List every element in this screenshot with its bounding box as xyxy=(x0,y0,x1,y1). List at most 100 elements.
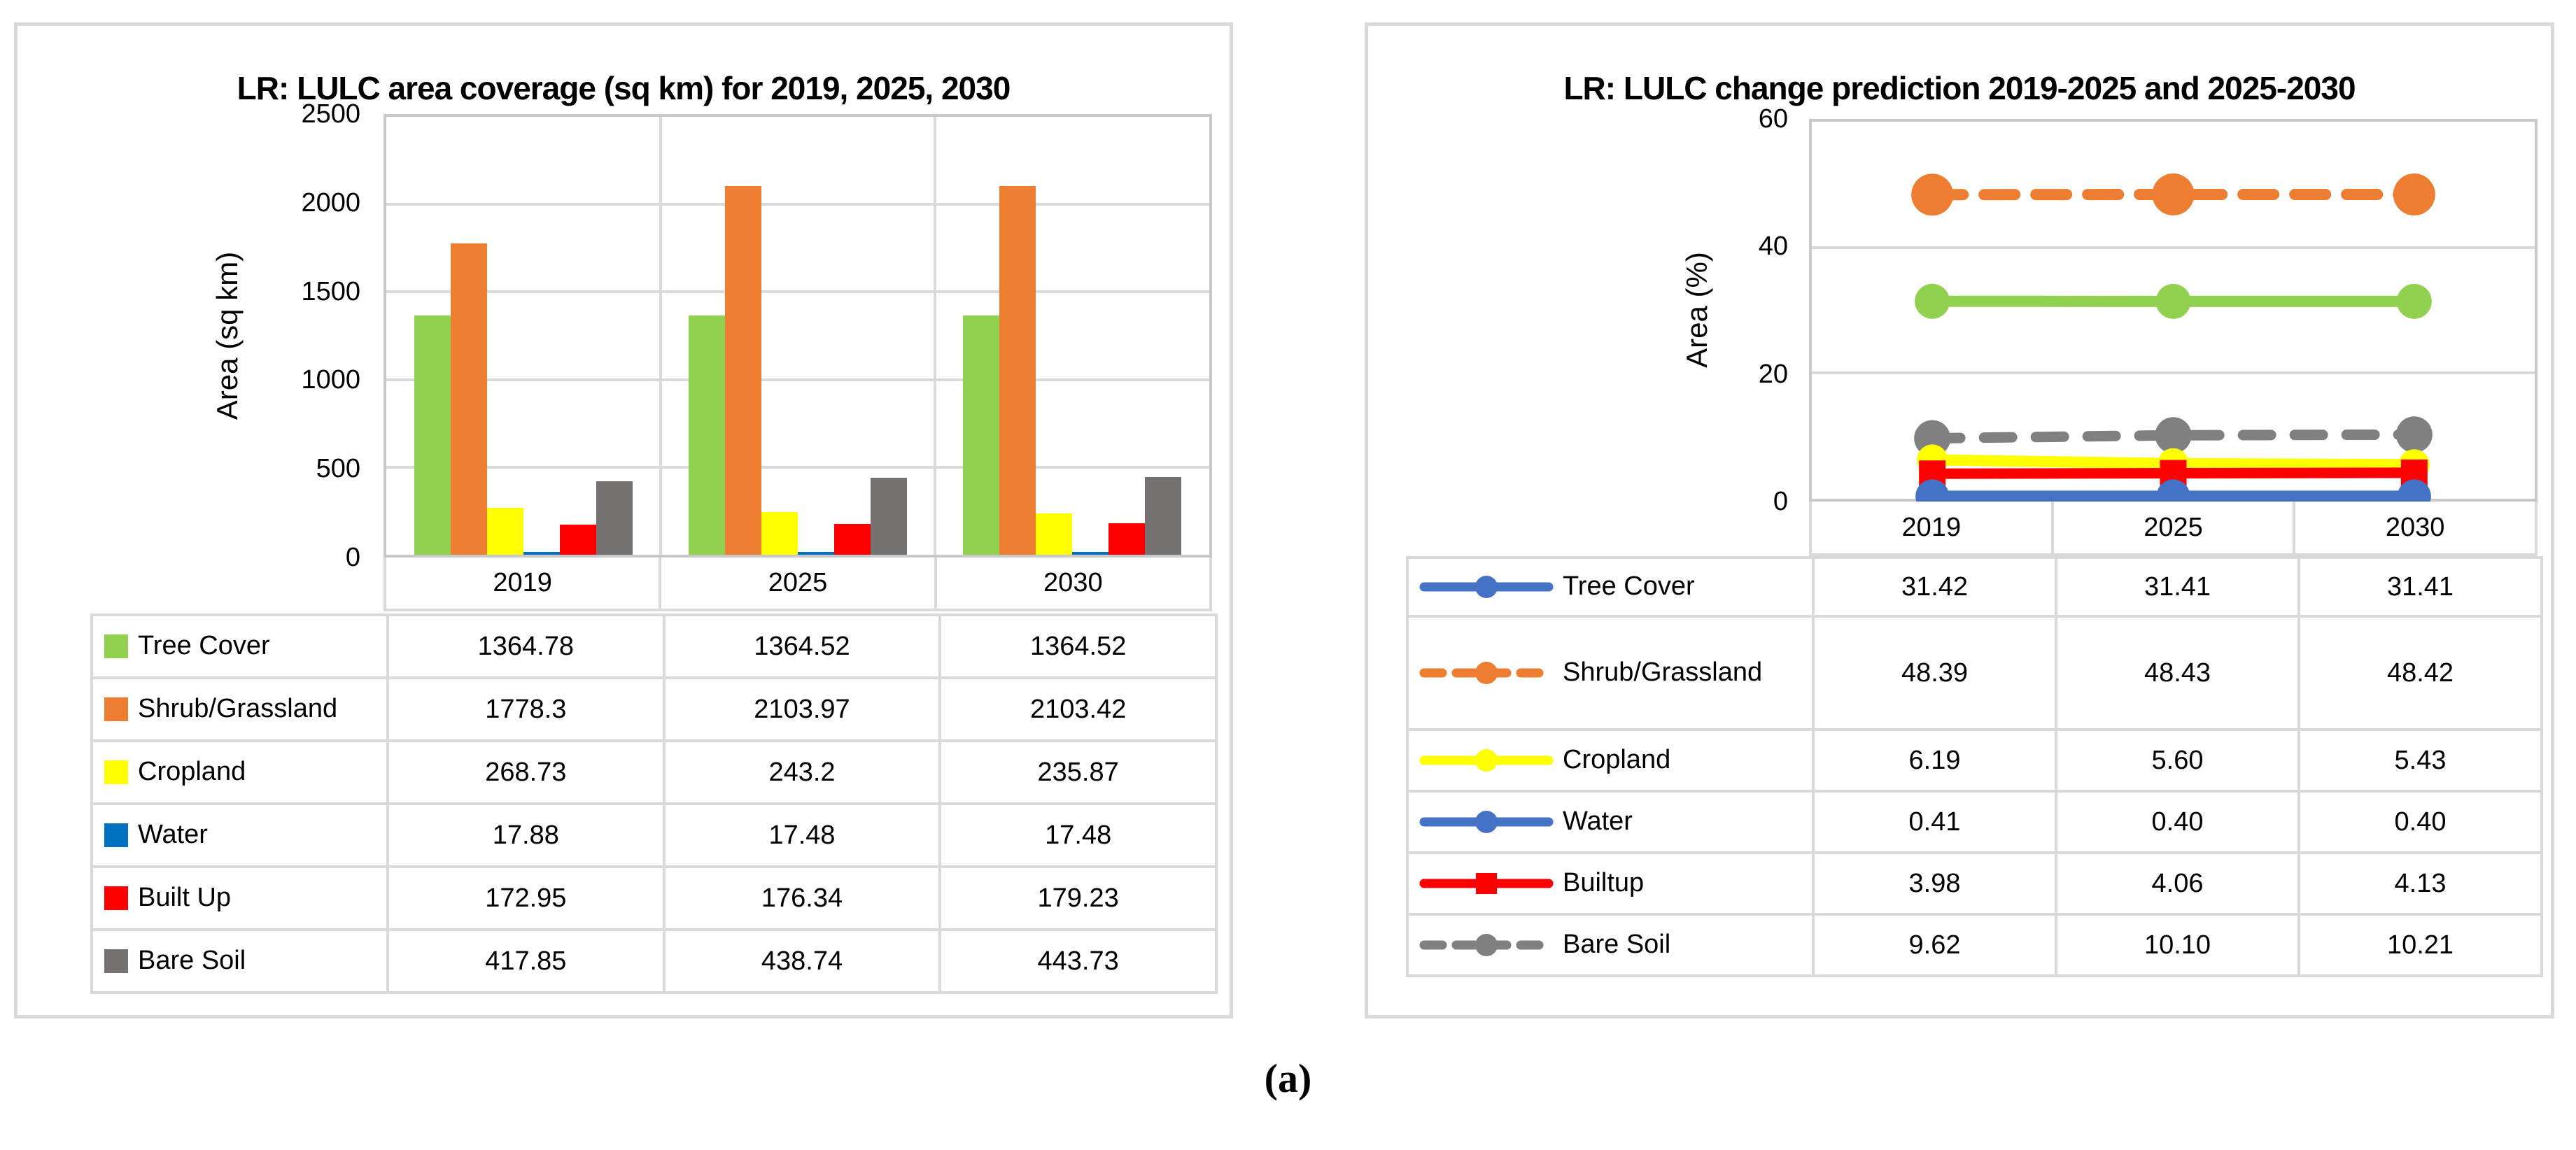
legend-label: Bare Soil xyxy=(138,946,246,976)
y-tick-label: 0 xyxy=(1773,487,1788,516)
legend-label: Cropland xyxy=(1563,745,1671,775)
legend-cell: Water xyxy=(1409,793,1812,851)
legend-key-icon xyxy=(1419,934,1554,956)
value-cell: 235.87 xyxy=(941,742,1215,802)
legend-label: Tree Cover xyxy=(138,631,270,661)
y-tick-label: 2000 xyxy=(301,187,360,218)
x-axis-label: 2019 xyxy=(1812,502,2051,553)
legend-label: Tree Cover xyxy=(1563,572,1695,602)
legend-key-marker xyxy=(1475,811,1498,833)
value-cell: 10.10 xyxy=(2057,916,2297,974)
data-point-marker xyxy=(2155,283,2191,319)
value-cell: 1778.3 xyxy=(389,679,663,739)
bar-chart-bars xyxy=(386,117,1209,555)
legend-swatch xyxy=(104,949,128,973)
value-cell: 48.43 xyxy=(2057,618,2297,728)
bar-chart-panel: LR: LULC area coverage (sq km) for 2019,… xyxy=(14,22,1233,1018)
value-cell: 17.48 xyxy=(665,805,939,865)
gridline-horizontal xyxy=(1812,246,2535,249)
legend-key-marker xyxy=(1475,662,1498,684)
legend-cell: Tree Cover xyxy=(93,616,386,676)
bar-chart-data-table: Tree Cover 1364.78 1364.52 1364.52 Shrub/Gra… xyxy=(90,613,1218,994)
value-cell: 443.73 xyxy=(941,931,1215,991)
value-cell: 417.85 xyxy=(389,931,663,991)
bar-built-up xyxy=(560,524,596,555)
legend-swatch xyxy=(104,823,128,847)
bar-cropland xyxy=(487,507,523,555)
value-cell: 0.40 xyxy=(2057,793,2297,851)
legend-key-marker xyxy=(1475,934,1498,956)
legend-cell: Bare Soil xyxy=(1409,916,1812,974)
value-cell: 17.88 xyxy=(389,805,663,865)
value-cell: 172.95 xyxy=(389,868,663,928)
value-cell: 10.21 xyxy=(2300,916,2540,974)
data-point-marker xyxy=(2393,173,2435,216)
legend-cell: Bare Soil xyxy=(93,931,386,991)
line-chart-title: LR: LULC change prediction 2019-2025 and… xyxy=(1563,70,2356,107)
legend-swatch xyxy=(104,634,128,658)
value-cell: 0.40 xyxy=(2300,793,2540,851)
line-chart-plot-area xyxy=(1809,119,2538,513)
value-cell: 268.73 xyxy=(389,742,663,802)
y-tick-label: 0 xyxy=(345,543,360,572)
data-point-marker xyxy=(2155,417,2192,454)
legend-label: Builtup xyxy=(1563,868,1645,898)
value-cell: 5.60 xyxy=(2057,731,2297,790)
gridline-horizontal xyxy=(386,465,1209,469)
series-line-bare-soil xyxy=(1927,429,2420,444)
bar-cropland xyxy=(1036,513,1072,555)
data-point-marker xyxy=(2395,416,2433,453)
data-point-marker xyxy=(1914,420,1951,457)
value-cell: 17.48 xyxy=(941,805,1215,865)
legend-key-icon xyxy=(1419,662,1554,684)
value-cell: 243.2 xyxy=(665,742,939,802)
legend-cell: Water xyxy=(93,805,386,865)
value-cell: 0.41 xyxy=(1815,793,2055,851)
line-chart-x-axis: 2019 2025 2030 xyxy=(1809,502,2538,556)
legend-label: Water xyxy=(1563,807,1633,837)
bar-bare-soil xyxy=(871,478,907,555)
legend-cell: Shrub/Grassland xyxy=(93,679,386,739)
gridline-horizontal xyxy=(386,203,1209,206)
legend-key-icon xyxy=(1419,576,1554,598)
value-cell: 31.41 xyxy=(2057,559,2297,615)
x-axis-label: 2019 xyxy=(386,558,659,609)
legend-cell: Tree Cover xyxy=(1409,559,1812,615)
legend-key-icon xyxy=(1419,873,1554,894)
gridline-horizontal xyxy=(386,378,1209,381)
value-cell: 1364.52 xyxy=(665,616,939,676)
y-tick-label: 2500 xyxy=(301,99,360,129)
value-cell: 4.13 xyxy=(2300,854,2540,913)
value-cell: 3.98 xyxy=(1815,854,2055,913)
legend-cell: Built Up xyxy=(93,868,386,928)
value-cell: 6.19 xyxy=(1815,731,2055,790)
legend-cell: Shrub/Grassland xyxy=(1409,618,1812,728)
line-plot xyxy=(1911,173,2435,513)
y-tick-label: 500 xyxy=(316,454,360,484)
bar-group xyxy=(935,117,1209,555)
legend-key-marker xyxy=(1475,749,1498,772)
legend-cell: Cropland xyxy=(93,742,386,802)
value-cell: 31.42 xyxy=(1815,559,2055,615)
data-point-marker xyxy=(2396,283,2432,319)
gridline-vertical xyxy=(934,117,936,555)
x-axis-label: 2025 xyxy=(661,558,934,609)
bar-bare-soil xyxy=(1145,476,1181,555)
y-tick-label: 20 xyxy=(1758,359,1788,389)
value-cell: 2103.42 xyxy=(941,679,1215,739)
legend-key-icon xyxy=(1419,749,1554,772)
bar-chart-title: LR: LULC area coverage (sq km) for 2019,… xyxy=(237,70,1011,107)
value-cell: 48.42 xyxy=(2300,618,2540,728)
bar-chart-plot-area xyxy=(383,114,1212,558)
legend-swatch xyxy=(104,760,128,784)
bar-tree-cover xyxy=(689,315,725,555)
bar-chart-x-axis: 2019 2025 2030 xyxy=(383,558,1212,611)
value-cell: 9.62 xyxy=(1815,916,2055,974)
x-axis-label: 2030 xyxy=(2295,502,2535,553)
legend-swatch xyxy=(104,886,128,910)
bar-bare-soil xyxy=(596,481,633,555)
y-tick-label: 40 xyxy=(1758,232,1788,262)
value-cell: 2103.97 xyxy=(665,679,939,739)
y-tick-label: 1500 xyxy=(301,276,360,306)
